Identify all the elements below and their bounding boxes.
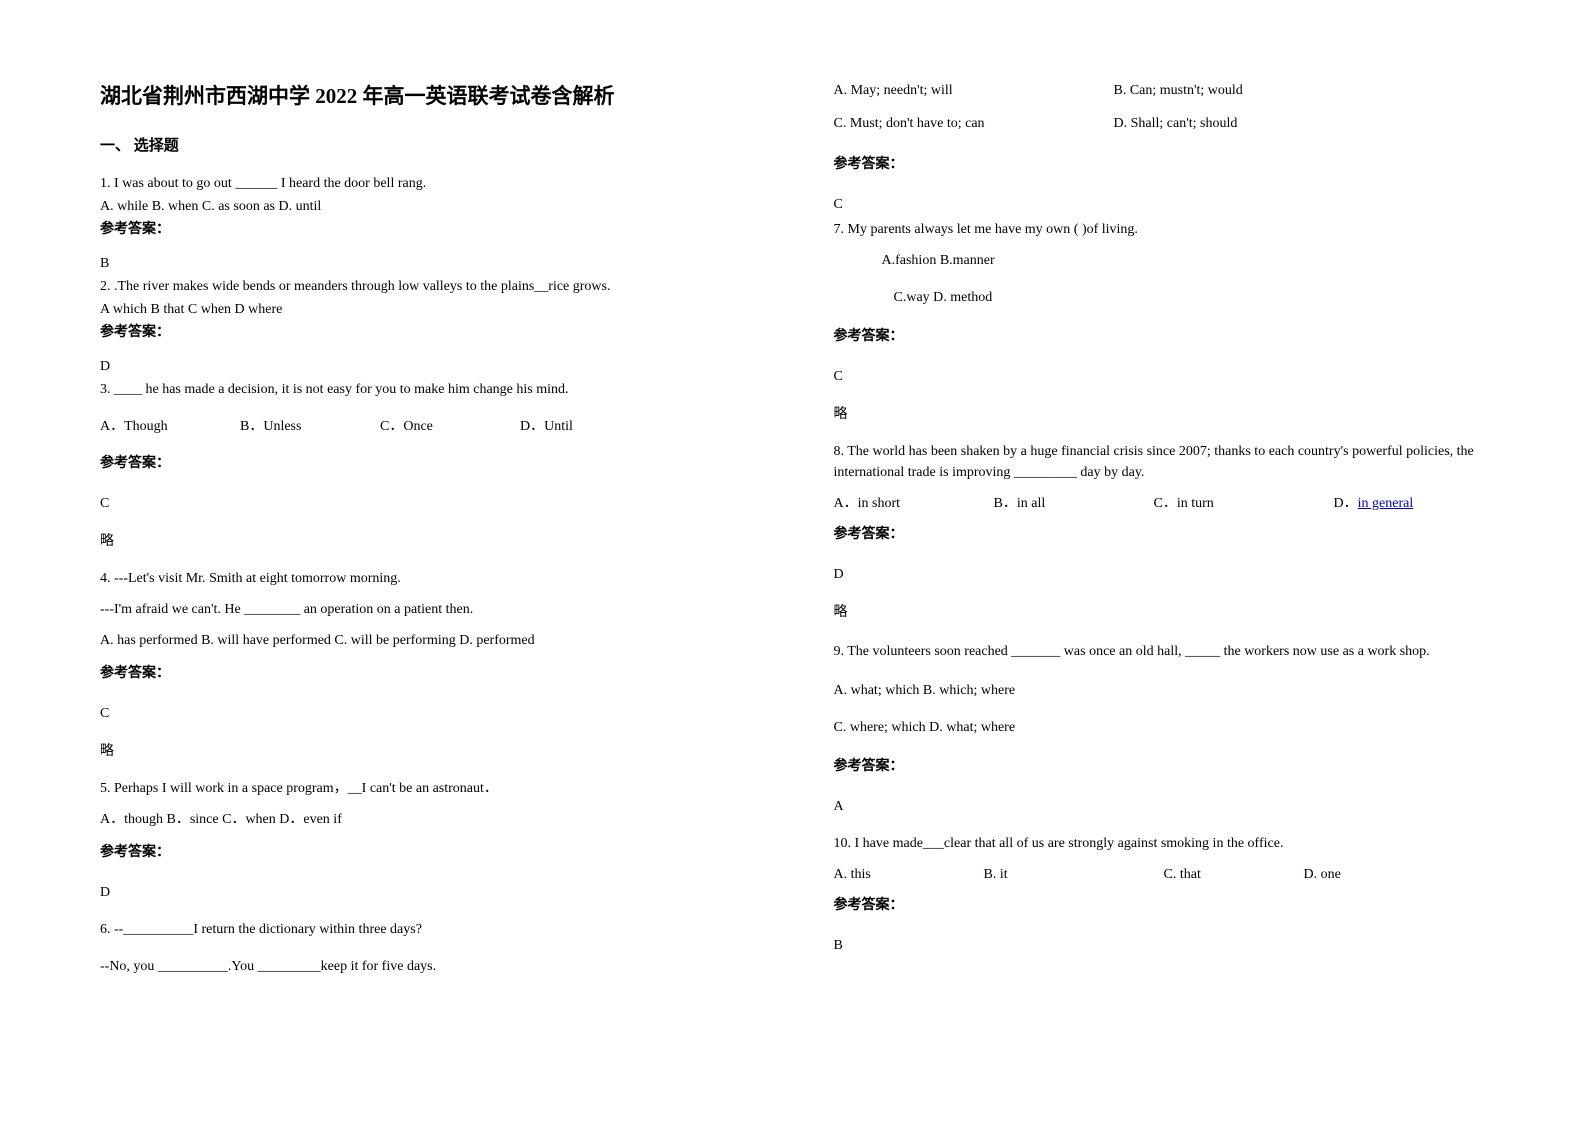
q2-answer-label: 参考答案： — [100, 322, 754, 343]
q4-note: 略 — [100, 740, 754, 760]
q6-opt-a: A. May; needn't; will — [834, 80, 1114, 101]
q10-options: A. this B. it C. that D. one — [834, 864, 1488, 885]
q6-line1: 6. --__________I return the dictionary w… — [100, 919, 754, 940]
document-title: 湖北省荆州市西湖中学 2022 年高一英语联考试卷含解析 — [100, 80, 754, 110]
question-7: 7. My parents always let me have my own … — [834, 219, 1488, 351]
q8-options: A．in short B．in all C．in turn D．in gener… — [834, 493, 1488, 514]
q9-answer-label: 参考答案： — [834, 756, 1488, 777]
q9-answer: A — [834, 799, 1488, 815]
q8-opt-d-prefix: D． — [1334, 496, 1358, 511]
q3-opt-b: B．Unless — [240, 416, 380, 437]
section-header: 一、 选择题 — [100, 134, 754, 155]
q3-opt-d: D．Until — [520, 416, 573, 437]
q10-opt-d: D. one — [1304, 864, 1341, 885]
question-8: 8. The world has been shaken by a huge f… — [834, 441, 1488, 549]
q4-options: A. has performed B. will have performed … — [100, 630, 754, 651]
q10-text: 10. I have made___clear that all of us a… — [834, 833, 1488, 854]
question-6: 6. --__________I return the dictionary w… — [100, 919, 754, 979]
q8-note: 略 — [834, 601, 1488, 621]
q6-answer: C — [834, 197, 1488, 213]
q1-answer-label: 参考答案： — [100, 219, 754, 240]
q8-opt-a: A．in short — [834, 493, 994, 514]
q3-note: 略 — [100, 530, 754, 550]
q7-opts2: C.way D. method — [834, 287, 1488, 308]
q4-answer-label: 参考答案： — [100, 663, 754, 684]
q6-options-block: A. May; needn't; will B. Can; mustn't; w… — [834, 80, 1488, 179]
q4-answer: C — [100, 706, 754, 722]
q3-answer: C — [100, 496, 754, 512]
question-4: 4. ---Let's visit Mr. Smith at eight tom… — [100, 568, 754, 688]
q10-answer: B — [834, 938, 1488, 954]
question-5: 5. Perhaps I will work in a space progra… — [100, 778, 754, 867]
question-2: 2. .The river makes wide bends or meande… — [100, 276, 754, 347]
document-page: 湖北省荆州市西湖中学 2022 年高一英语联考试卷含解析 一、 选择题 1. I… — [0, 0, 1587, 1043]
q4-line1: 4. ---Let's visit Mr. Smith at eight tom… — [100, 568, 754, 589]
q9-opts2: C. where; which D. what; where — [834, 717, 1488, 738]
q6-line2: --No, you __________.You _________keep i… — [100, 956, 754, 977]
q8-opt-d-link: in general — [1358, 496, 1414, 511]
q6-answer-label: 参考答案： — [834, 154, 1488, 175]
q3-answer-label: 参考答案： — [100, 453, 754, 474]
q8-answer: D — [834, 567, 1488, 583]
q8-answer-label: 参考答案： — [834, 524, 1488, 545]
q10-opt-a: A. this — [834, 864, 984, 885]
q3-options: A．Though B．Unless C．Once D．Until — [100, 416, 754, 437]
right-column: A. May; needn't; will B. Can; mustn't; w… — [834, 80, 1488, 983]
q5-text: 5. Perhaps I will work in a space progra… — [100, 778, 754, 799]
q10-opt-b: B. it — [984, 864, 1164, 885]
q3-text: 3. ____ he has made a decision, it is no… — [100, 379, 754, 400]
q6-opt-b: B. Can; mustn't; would — [1114, 80, 1243, 101]
q8-opt-d-wrap: D．in general — [1334, 493, 1414, 514]
left-column: 湖北省荆州市西湖中学 2022 年高一英语联考试卷含解析 一、 选择题 1. I… — [100, 80, 754, 983]
q4-line2: ---I'm afraid we can't. He ________ an o… — [100, 599, 754, 620]
q6-opts-row1: A. May; needn't; will B. Can; mustn't; w… — [834, 80, 1488, 101]
q2-text: 2. .The river makes wide bends or meande… — [100, 276, 754, 297]
q7-note: 略 — [834, 403, 1488, 423]
q8-text: 8. The world has been shaken by a huge f… — [834, 441, 1488, 483]
question-9: 9. The volunteers soon reached _______ w… — [834, 639, 1488, 781]
q7-answer-label: 参考答案： — [834, 326, 1488, 347]
q7-opts1: A.fashion B.manner — [834, 250, 1488, 271]
q5-answer: D — [100, 885, 754, 901]
q3-opt-a: A．Though — [100, 416, 240, 437]
q7-text: 7. My parents always let me have my own … — [834, 219, 1488, 240]
q10-opt-c: C. that — [1164, 864, 1304, 885]
q7-answer: C — [834, 369, 1488, 385]
q2-options: A which B that C when D where — [100, 299, 754, 320]
question-10: 10. I have made___clear that all of us a… — [834, 833, 1488, 920]
q1-answer: B — [100, 256, 754, 272]
q5-options: A．though B．since C．when D．even if — [100, 809, 754, 830]
q1-options: A. while B. when C. as soon as D. until — [100, 196, 754, 217]
q3-opt-c: C．Once — [380, 416, 520, 437]
q6-opt-d: D. Shall; can't; should — [1114, 113, 1238, 134]
question-3: 3. ____ he has made a decision, it is no… — [100, 379, 754, 478]
q5-answer-label: 参考答案： — [100, 842, 754, 863]
q6-opt-c: C. Must; don't have to; can — [834, 113, 1114, 134]
q9-text: 9. The volunteers soon reached _______ w… — [834, 639, 1488, 664]
q6-opts-row2: C. Must; don't have to; can D. Shall; ca… — [834, 113, 1488, 134]
q9-opts1: A. what; which B. which; where — [834, 680, 1488, 701]
q10-answer-label: 参考答案： — [834, 895, 1488, 916]
q8-opt-c: C．in turn — [1154, 493, 1334, 514]
q8-opt-b: B．in all — [994, 493, 1154, 514]
question-1: 1. I was about to go out ______ I heard … — [100, 173, 754, 244]
q1-text: 1. I was about to go out ______ I heard … — [100, 173, 754, 194]
q2-answer: D — [100, 359, 754, 375]
